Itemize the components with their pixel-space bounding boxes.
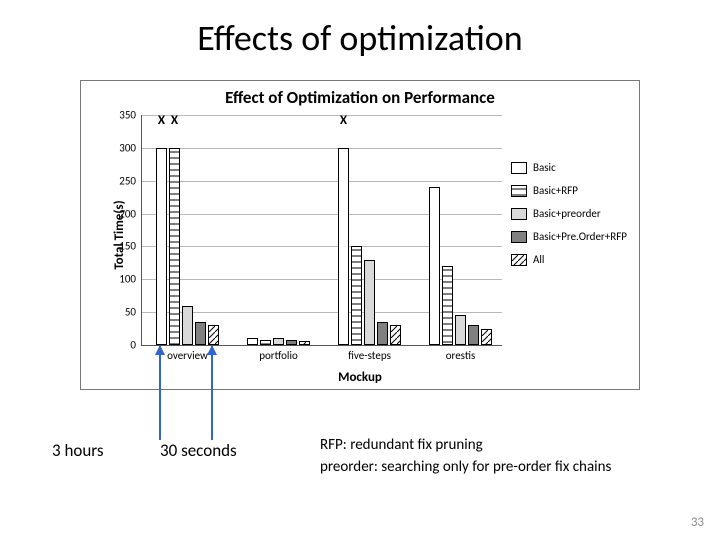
legend-swatch — [511, 254, 527, 266]
legend-label: Basic — [533, 161, 556, 174]
legend-label: Basic+preorder — [533, 207, 601, 220]
y-tick-label: 150 — [108, 240, 142, 253]
legend-item: Basic+preorder — [511, 207, 631, 220]
bar — [351, 246, 362, 345]
bar — [390, 325, 401, 345]
y-tick-label: 250 — [108, 174, 142, 187]
callout-3-hours: 3 hours — [52, 440, 104, 461]
grid-line — [142, 181, 502, 182]
y-tick-label: 350 — [108, 109, 142, 122]
y-tick-label: 100 — [108, 273, 142, 286]
y-tick-label: 0 — [108, 339, 142, 352]
x-tick-label: portfolio — [259, 345, 298, 362]
legend-swatch — [511, 162, 527, 174]
slide-title: Effects of optimization — [0, 16, 720, 60]
overflow-x-mark: X — [158, 113, 165, 128]
grid-line — [142, 246, 502, 247]
grid-line — [142, 115, 502, 116]
x-tick-label: overview — [167, 345, 208, 362]
overflow-x-mark: X — [171, 113, 178, 128]
callout-arrow — [211, 346, 213, 440]
bar — [338, 148, 349, 345]
legend-item: Basic+Pre.Order+RFP — [511, 230, 631, 243]
legend-item: All — [511, 253, 631, 266]
bar — [182, 306, 193, 345]
preorder-definition: preorder: searching only for pre-order f… — [320, 458, 611, 476]
callout-arrow — [159, 346, 161, 440]
legend-swatch — [511, 231, 527, 243]
rfp-definition: RFP: redundant fix pruning — [320, 436, 483, 454]
bar — [442, 266, 453, 345]
y-tick-label: 50 — [108, 306, 142, 319]
bar — [156, 148, 167, 345]
bar — [195, 322, 206, 345]
legend-item: Basic — [511, 161, 631, 174]
grid-line — [142, 148, 502, 149]
grid-line — [142, 214, 502, 215]
y-tick-label: 200 — [108, 207, 142, 220]
page-number: 33 — [691, 515, 704, 530]
x-tick-label: orestis — [446, 345, 476, 362]
overflow-x-mark: X — [340, 113, 347, 128]
bar — [208, 325, 219, 345]
bar — [481, 329, 492, 345]
plot-area: 050100150200250300350overviewportfoliofi… — [141, 115, 502, 346]
chart-container: Effect of Optimization on Performance To… — [80, 80, 640, 390]
x-axis-label: Mockup — [81, 370, 639, 385]
bar — [377, 322, 388, 345]
bar — [429, 187, 440, 345]
y-tick-label: 300 — [108, 141, 142, 154]
legend-label: All — [533, 253, 544, 266]
legend-swatch — [511, 208, 527, 220]
bar — [169, 148, 180, 345]
chart-title: Effect of Optimization on Performance — [81, 87, 639, 108]
legend-label: Basic+Pre.Order+RFP — [533, 230, 627, 243]
bar — [468, 325, 479, 345]
legend: Basic Basic+RFP Basic+preorder Basic+Pre.Or… — [511, 161, 631, 276]
bar — [455, 315, 466, 345]
legend-item: Basic+RFP — [511, 184, 631, 197]
legend-label: Basic+RFP — [533, 184, 578, 197]
bar — [364, 260, 375, 345]
bar — [247, 338, 258, 345]
legend-swatch — [511, 185, 527, 197]
callout-30-seconds: 30 seconds — [160, 440, 237, 461]
x-tick-label: five-steps — [348, 345, 391, 362]
bar — [299, 341, 310, 345]
